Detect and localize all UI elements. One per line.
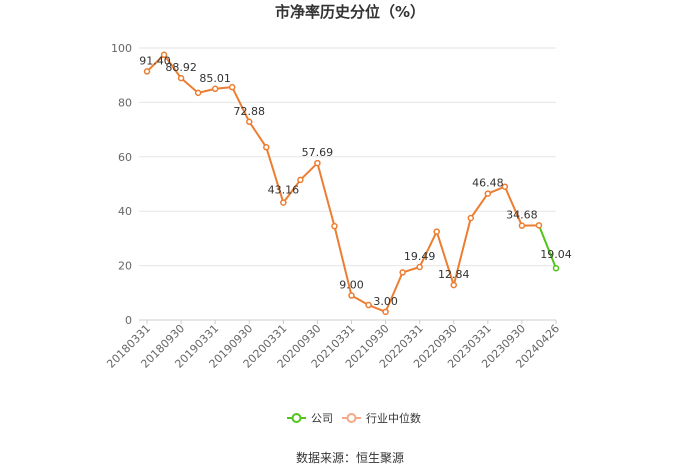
y-tick-label: 40 [118,205,132,218]
data-label: 19.49 [404,250,436,263]
data-point[interactable] [143,68,151,75]
data-point[interactable] [314,159,321,167]
data-point[interactable] [382,308,389,316]
data-label: 46.48 [472,177,504,190]
data-label: 9.00 [339,279,364,292]
data-point[interactable] [416,263,423,271]
legend-item-company[interactable]: 公司 [287,412,333,425]
y-tick-label: 0 [125,314,132,327]
data-label: 19.04 [540,248,572,261]
data-point[interactable] [297,176,304,184]
legend-company-label: 公司 [311,412,333,425]
data-point[interactable] [518,222,526,229]
legend-item-industry-median[interactable]: 行业中位数 [342,411,421,425]
data-label: 34.68 [506,209,538,222]
data-point[interactable] [365,301,372,309]
data-point[interactable] [552,264,560,272]
data-point[interactable] [211,85,219,93]
data-label: 72.88 [234,105,266,118]
data-point[interactable] [484,190,492,197]
data-label: 3.00 [373,295,398,308]
data-point[interactable] [501,183,509,190]
legend-industry-marker [346,413,357,423]
series-points [143,51,560,316]
legend-company-marker [291,413,302,423]
y-tick-label: 60 [118,151,132,164]
data-source: 数据来源：恒生聚源 [296,450,404,465]
y-tick-label: 20 [118,260,132,273]
data-point[interactable] [228,83,236,91]
data-point[interactable] [433,228,440,235]
data-label: 57.69 [302,146,334,159]
data-label: 12.84 [438,268,470,281]
y-tick-label: 80 [118,96,132,109]
chart-title: 市净率历史分位（%） [275,3,425,21]
data-label: 88.92 [165,61,197,74]
data-point[interactable] [194,89,202,97]
data-label: 43.16 [268,184,300,197]
data-point[interactable] [348,292,355,299]
data-point[interactable] [450,281,457,289]
data-point[interactable] [280,199,287,206]
data-point[interactable] [467,214,475,222]
data-point[interactable] [263,144,270,151]
data-point[interactable] [399,269,406,276]
legend-industry-label: 行业中位数 [366,411,421,425]
data-label: 85.01 [199,72,231,85]
data-point[interactable] [246,118,253,126]
data-label: 91.40 [139,54,171,67]
data-point[interactable] [160,51,168,59]
data-point[interactable] [535,222,543,229]
data-point[interactable] [331,222,338,230]
y-tick-label: 100 [111,42,132,55]
legend: 公司 行业中位数 [287,411,421,425]
y-axis: 0 20 40 60 80 100 [111,42,132,327]
data-point[interactable] [177,74,185,82]
series-company-last-segment [538,224,557,269]
x-axis: 2018033120180930201903312019093020200331… [104,319,562,371]
